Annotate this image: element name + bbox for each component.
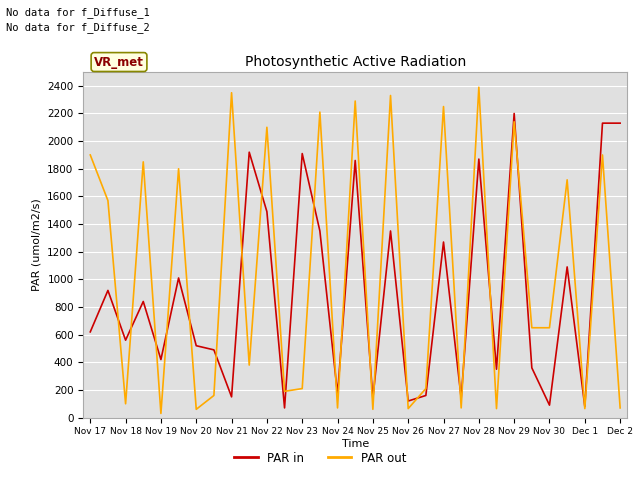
Y-axis label: PAR (umol/m2/s): PAR (umol/m2/s): [31, 198, 42, 291]
Title: Photosynthetic Active Radiation: Photosynthetic Active Radiation: [244, 56, 466, 70]
Legend: PAR in, PAR out: PAR in, PAR out: [229, 447, 411, 469]
Text: VR_met: VR_met: [94, 56, 144, 69]
Text: No data for f_Diffuse_2: No data for f_Diffuse_2: [6, 22, 150, 33]
X-axis label: Time: Time: [342, 439, 369, 449]
Text: No data for f_Diffuse_1: No data for f_Diffuse_1: [6, 7, 150, 18]
